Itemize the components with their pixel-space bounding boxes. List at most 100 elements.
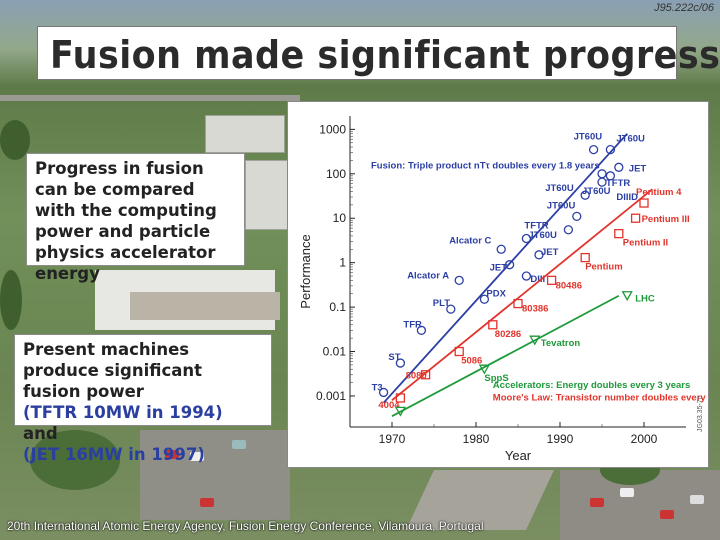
car bbox=[165, 450, 179, 459]
fusion-point bbox=[605, 171, 616, 181]
car-park bbox=[140, 430, 290, 520]
accelerators-point-label: Tevatron bbox=[541, 338, 581, 349]
fusion-point-label: T3 bbox=[372, 382, 383, 393]
x-tick-label: 1980 bbox=[463, 432, 490, 446]
car bbox=[620, 488, 634, 497]
fusion-point bbox=[416, 325, 427, 335]
computing-point bbox=[420, 370, 431, 380]
computing-point bbox=[395, 393, 406, 403]
comparison-text-box: Progress in fusion can be compared with … bbox=[26, 153, 245, 283]
building-roof bbox=[130, 292, 280, 320]
fusion-power-text-box: Present machines produce significant fus… bbox=[14, 334, 272, 464]
building bbox=[205, 115, 285, 153]
car bbox=[690, 495, 704, 504]
y-tick-label: 10 bbox=[333, 211, 347, 225]
fusion-point-label: PLT bbox=[433, 298, 450, 309]
y-tick-label: 100 bbox=[326, 167, 346, 181]
computing-point-label: 8080 bbox=[406, 371, 427, 382]
fusion-point bbox=[378, 387, 389, 398]
y-tick-label: 0.01 bbox=[323, 345, 347, 359]
computing-point bbox=[454, 346, 464, 357]
computing-point bbox=[488, 320, 498, 330]
car bbox=[232, 440, 246, 449]
fusion-point bbox=[597, 169, 607, 179]
fusion-point-label: JT60U bbox=[545, 183, 574, 194]
computing-point-label: 5086 bbox=[461, 356, 482, 367]
x-tick-label: 2000 bbox=[631, 432, 658, 446]
fusion-point-label: ST bbox=[388, 352, 400, 363]
accelerators-point-label: SppS bbox=[484, 373, 508, 384]
fusion-point-label: DIII bbox=[530, 274, 545, 285]
performance-chart: 1000 100 10 1 0.1 0.01 0.001 1970 1980 1990 2000 Ye… bbox=[298, 116, 720, 463]
chart-annotation: Accelerators: Energy doubles every 3 yea… bbox=[493, 380, 691, 391]
chart-annotation: Fusion: Triple product nTτ doubles every… bbox=[371, 161, 600, 172]
y-tick-label: 1 bbox=[339, 256, 346, 270]
y-tick-label: 0.1 bbox=[329, 300, 346, 314]
fusion-point bbox=[496, 244, 506, 254]
tftr-power-text: (TFTR 10MW in 1994) bbox=[23, 403, 223, 422]
fusion-point bbox=[605, 144, 616, 155]
fusion-point-label: JET bbox=[541, 247, 559, 258]
slide-title: Fusion made significant progress bbox=[50, 33, 720, 77]
computing-point bbox=[630, 213, 641, 223]
computing-point-label: 80486 bbox=[556, 280, 582, 291]
fusion-point-label: JT60U bbox=[574, 132, 603, 143]
computing-point-label: Pentium III bbox=[642, 214, 690, 225]
car bbox=[590, 498, 604, 507]
fusion-point-label: TFTR bbox=[606, 178, 630, 189]
computing-point bbox=[639, 198, 649, 208]
fusion-point bbox=[614, 162, 624, 172]
computing-point bbox=[614, 228, 624, 239]
fusion-point bbox=[479, 294, 490, 304]
computing-point-label: Pentium II bbox=[623, 238, 668, 249]
fusion-point-label: TFTR bbox=[524, 220, 548, 231]
jet-power-text: (JET 16MW in 1997) bbox=[23, 445, 205, 464]
fusion-point-label: PDX bbox=[486, 288, 506, 299]
fusion-point-label: JT60U bbox=[616, 134, 645, 145]
fusion-point-label: JET bbox=[629, 163, 647, 174]
computing-point-label: 80286 bbox=[495, 329, 521, 340]
accelerators-point-label: LHC bbox=[635, 294, 655, 305]
footer-caption: 20th International Atomic Energy Agency,… bbox=[7, 519, 484, 533]
car bbox=[200, 498, 214, 507]
x-tick-label: 1990 bbox=[547, 432, 574, 446]
fusion-point-label: JT60U bbox=[547, 200, 576, 211]
car bbox=[190, 452, 204, 461]
computing-point-label: 4004 bbox=[378, 400, 400, 411]
fusion-point bbox=[588, 144, 599, 155]
y-tick-label: 0.001 bbox=[316, 389, 346, 403]
y-tick-label: 1000 bbox=[319, 122, 346, 136]
fusion-point bbox=[504, 260, 515, 270]
fusion-point-label: DIIID bbox=[616, 192, 638, 203]
computing-point-label: Pentium bbox=[585, 262, 622, 273]
y-axis-label: Performance bbox=[298, 234, 313, 308]
fusion-trend-line bbox=[382, 133, 628, 404]
computing-point bbox=[546, 275, 557, 285]
x-axis-label: Year bbox=[505, 448, 532, 463]
accelerator-point bbox=[394, 406, 407, 417]
computing-trend-line bbox=[391, 188, 653, 401]
fusion-point bbox=[563, 225, 574, 235]
chart-annotation: Moore's Law: Transistor number doubles e… bbox=[493, 392, 708, 403]
fusion-point-label: Alcator C bbox=[449, 235, 491, 246]
computing-point bbox=[580, 252, 590, 263]
fusion-point-label: JT60U bbox=[582, 186, 611, 197]
and-text: and bbox=[23, 424, 58, 443]
accelerators-trend-line bbox=[391, 294, 620, 417]
fusion-point bbox=[395, 358, 406, 368]
fusion-point-label: JT60U bbox=[528, 230, 557, 241]
slide-code: J95.222c/06 bbox=[654, 2, 714, 14]
fusion-point bbox=[534, 250, 544, 260]
fusion-point bbox=[580, 190, 590, 200]
computing-point-label: 80386 bbox=[522, 304, 548, 315]
tree bbox=[30, 430, 120, 490]
fusion-power-text: Present machines produce significant fus… bbox=[23, 340, 203, 401]
building bbox=[245, 160, 290, 230]
tree bbox=[0, 270, 22, 330]
comparison-text: Progress in fusion can be compared with … bbox=[35, 159, 217, 283]
fusion-point bbox=[597, 177, 607, 187]
fusion-point-label: Alcator A bbox=[407, 270, 449, 281]
title-box: Fusion made significant progress bbox=[37, 26, 720, 80]
fusion-point bbox=[521, 271, 532, 281]
computing-point bbox=[513, 298, 523, 309]
